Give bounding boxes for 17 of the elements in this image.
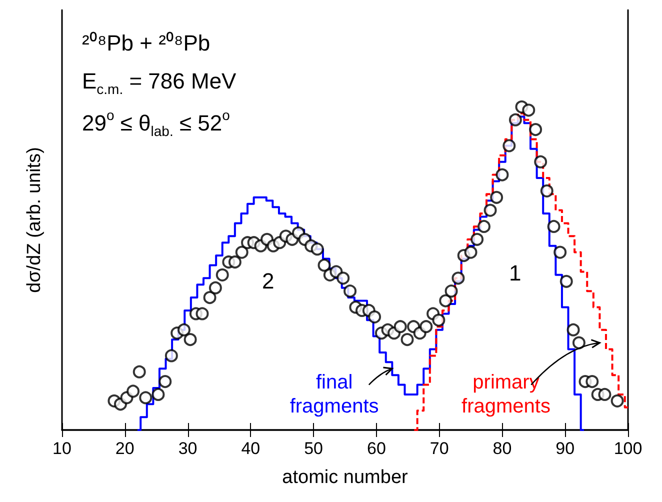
x-tick-label: 10: [52, 439, 72, 458]
y-axis-title: dσ/dZ (arb. units): [24, 147, 45, 293]
x-tick-label: 50: [304, 439, 324, 458]
x-tick-label: 90: [556, 439, 575, 458]
x-tick-label: 30: [178, 439, 198, 458]
x-tick-label: 100: [614, 439, 642, 458]
x-tick-label: 60: [366, 439, 386, 458]
series-label: final fragments: [290, 371, 379, 418]
x-tick-label: 70: [430, 439, 449, 458]
text: ²⁰⁸Pb + ²⁰⁸Pb: [82, 30, 210, 56]
x-tick-label: 20: [115, 439, 134, 458]
x-axis-title: atomic number: [282, 467, 408, 488]
annotation: 1: [509, 260, 522, 286]
x-tick-label: 40: [241, 439, 260, 458]
annotation: 2: [262, 268, 274, 294]
x-tick-label: 80: [492, 439, 512, 458]
series-label: primary fragments: [462, 371, 550, 418]
